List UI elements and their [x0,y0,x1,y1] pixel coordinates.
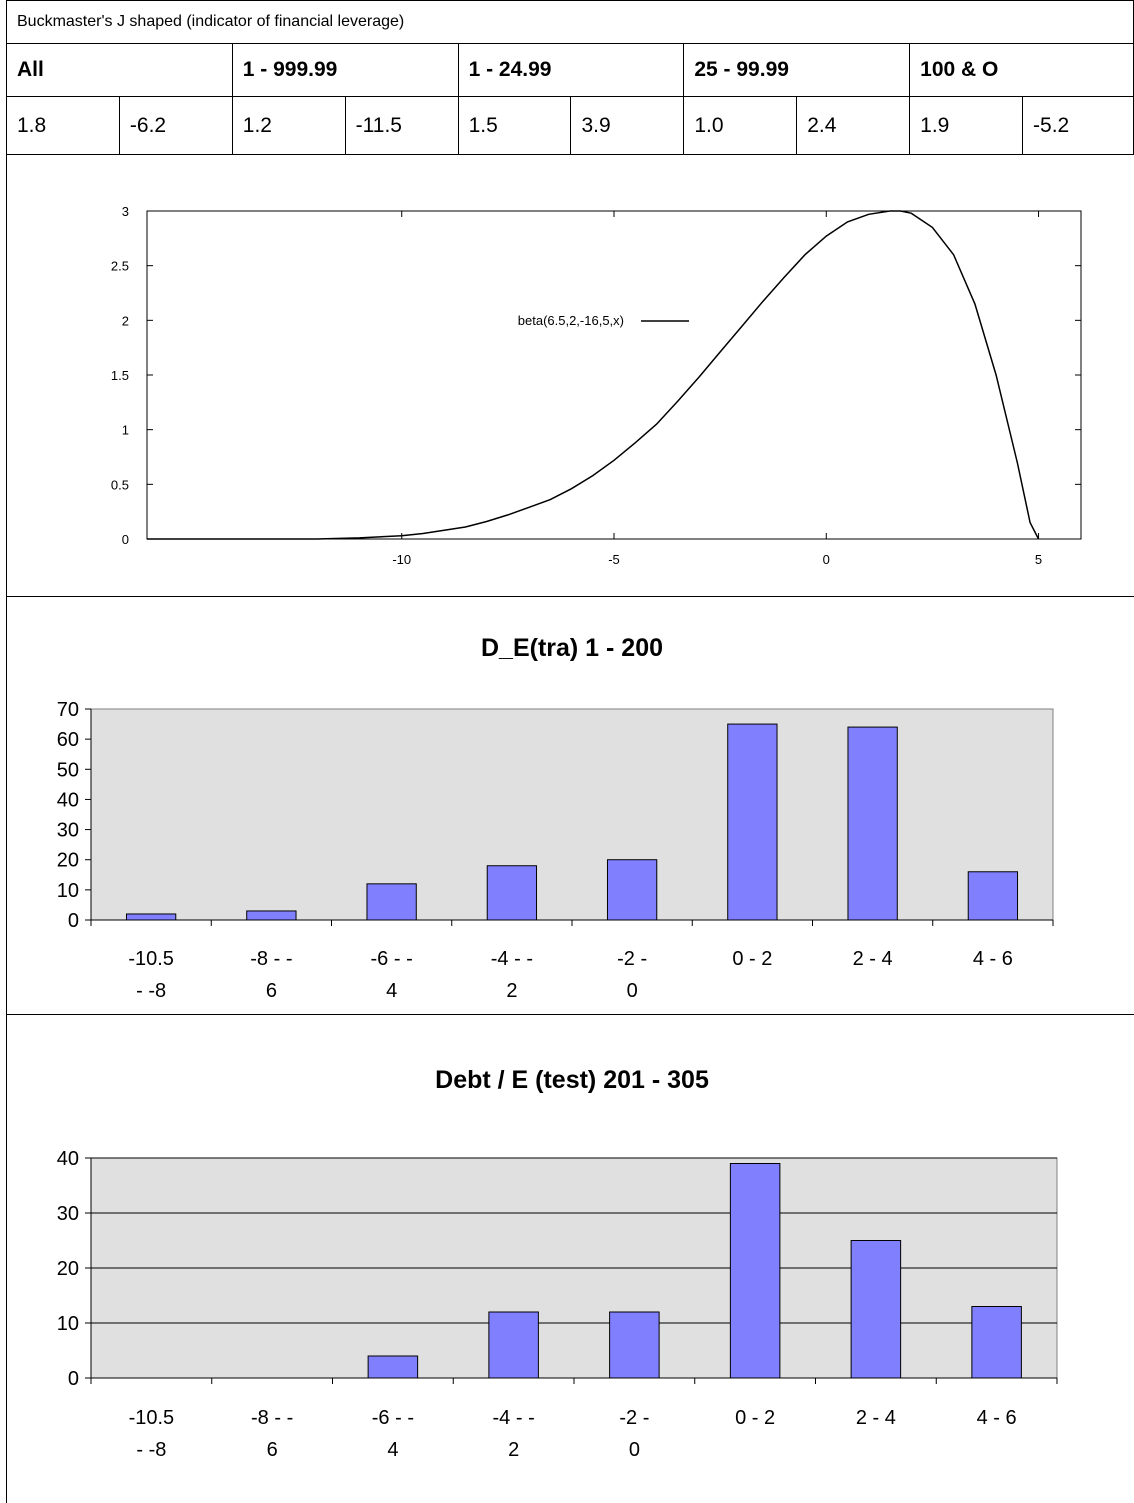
y-tick-label: 30 [57,820,79,842]
table-cell: -11.5 [344,96,459,155]
x-tick-label: -4 - - [491,948,533,970]
y-tick-label: 0 [68,910,79,932]
x-tick-label: - -8 [136,980,166,1002]
y-tick-label: 10 [57,880,79,902]
group-25-99: 25 - 99.99 [683,43,911,97]
bar [488,1311,539,1379]
x-tick-label: 0 [823,552,830,567]
group-1-24: 1 - 24.99 [457,43,685,97]
y-tick-label: 20 [57,1258,79,1280]
x-tick-label: 2 [508,1439,519,1461]
beta-chart-section: 0 0.5 1 1.5 2 2.5 3 -10 -5 0 5 beta(6.5,2,-16,5,x) [6,155,1134,597]
x-tick-label: 6 [267,1439,278,1461]
plot-frame [146,210,1082,540]
y-tick-label: 40 [57,1148,79,1170]
x-tick-label: -8 - - [251,1407,293,1429]
table-cell: 1.8 [6,96,120,155]
y-tick-label: 70 [57,699,79,721]
y-tick-label: 20 [57,850,79,872]
table-cell: 3.9 [570,96,685,155]
bar [125,913,177,921]
y-tick-label: 2.5 [111,259,129,274]
table-cell: -6.2 [118,96,233,155]
histogram-test-chart: Debt / E (test) 201 - 305 010203040-10.5… [57,1066,1058,1461]
table-cell: 1.2 [231,96,346,155]
x-tick-label: -6 - - [372,1407,414,1429]
x-tick-label: -4 - - [493,1407,535,1429]
bar [971,1306,1022,1379]
y-tick-label: 60 [57,729,79,751]
table-cell: 2.4 [796,96,911,155]
bar [729,1163,781,1379]
y-tick-label: 0.5 [111,477,129,492]
bar [486,865,538,921]
chart-title: Debt / E (test) 201 - 305 [435,1066,709,1094]
x-tick-label: 5 [1035,552,1042,567]
plot-area [90,708,1054,921]
x-tick-label: -10.5 [129,1407,175,1429]
y-tick-label: 30 [57,1203,79,1225]
table-caption: Buckmaster's J shaped (indicator of fina… [6,0,1134,44]
beta-curve-chart: 0 0.5 1 1.5 2 2.5 3 -10 -5 0 5 beta(6.5,2,-16,5,x) [111,204,1082,567]
y-tick-label: 0 [122,532,129,547]
y-tick-label: 0 [68,1368,79,1390]
x-tick-label: 0 - 2 [735,1407,775,1429]
y-tick-label: 50 [57,759,79,781]
x-tick-label: -5 [608,552,620,567]
bar [366,883,417,921]
group-all: All [6,43,233,97]
chart-title: D_E(tra) 1 - 200 [481,634,663,662]
histogram-test-section: Debt / E (test) 201 - 305 0 10 20 30 40 -10.5… [6,1015,1134,1503]
x-tick-label: -10.5 [128,948,174,970]
y-tick-label: 1.5 [111,368,129,383]
x-tick-label: 4 - 6 [973,948,1013,970]
bar [367,1355,419,1379]
leverage-table: Buckmaster's J shaped (indicator of fina… [6,0,1134,155]
x-tick-label: - -8 [136,1439,166,1461]
y-tick-label: 40 [57,789,79,811]
x-tick-label: 6 [266,980,277,1002]
x-tick-label: 2 [506,980,517,1002]
x-tick-label: 0 [629,1439,640,1461]
bar [609,1311,660,1379]
series-line [147,210,1040,540]
bar [727,723,778,921]
bar [606,859,658,921]
x-tick-label: 4 - 6 [977,1407,1017,1429]
x-tick-label: 0 [627,980,638,1002]
x-tick-label: -6 - - [371,948,413,970]
x-tick-label: 2 - 4 [853,948,893,970]
x-tick-label: 0 - 2 [732,948,772,970]
x-tick-label: 2 - 4 [856,1407,896,1429]
bar [967,871,1019,921]
x-tick-label: -2 - [619,1407,649,1429]
table-cell: 1.5 [457,96,572,155]
legend-label: beta(6.5,2,-16,5,x) [518,313,624,328]
x-tick-label: 4 [387,1439,398,1461]
x-tick-label: -8 - - [250,948,292,970]
group-100-over: 100 & O [909,43,1134,97]
y-tick-label: 3 [122,204,129,219]
bar [850,1240,902,1379]
table-cell: -5.2 [1022,96,1134,155]
group-1-999: 1 - 999.99 [231,43,459,97]
bar [246,910,297,921]
x-tick-label: -10 [392,552,411,567]
x-tick-label: -2 - [617,948,647,970]
histogram-train-section: D_E(tra) 1 - 200 0 10 20 30 40 50 60 70 -10.5- -… [6,597,1134,1015]
table-cell: 1.9 [909,96,1024,155]
y-tick-label: 2 [122,313,129,328]
bar [847,726,898,921]
y-tick-label: 10 [57,1313,79,1335]
y-tick-label: 1 [122,423,129,438]
x-tick-label: 4 [386,980,397,1002]
table-cell: 1.0 [683,96,798,155]
